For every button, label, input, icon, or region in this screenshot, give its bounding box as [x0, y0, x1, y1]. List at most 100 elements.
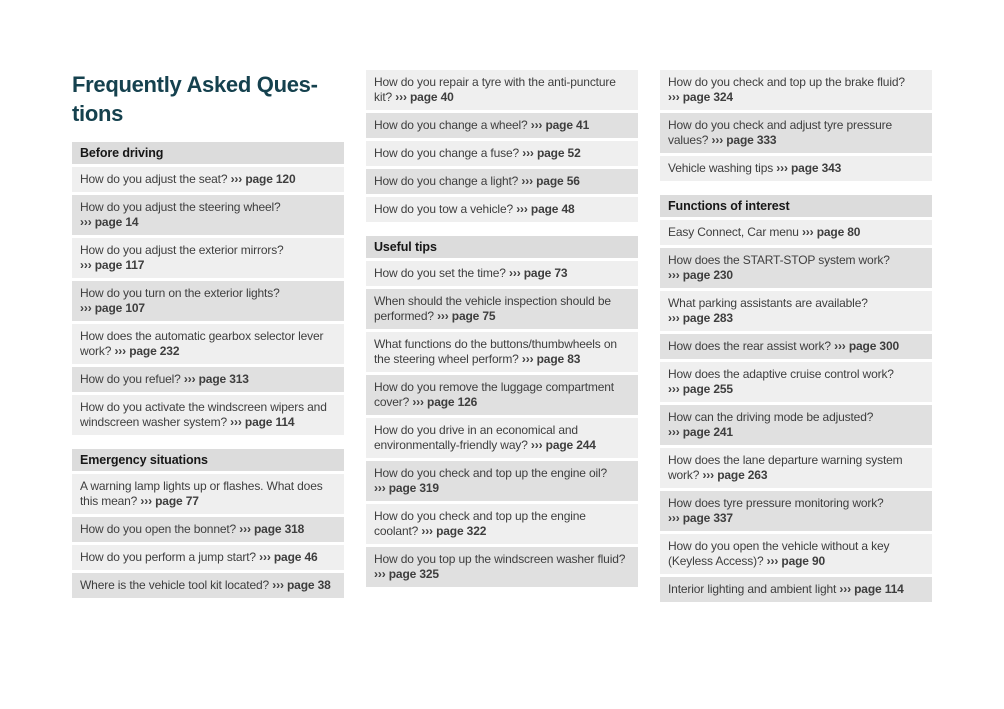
faq-item: How does the adaptive cruise control wor… [660, 362, 932, 402]
page-number: page 56 [536, 174, 580, 188]
faq-column-2: How do you repair a tyre with the anti-p… [366, 70, 638, 590]
page-reference: ››› page 333 [712, 133, 777, 147]
ref-arrow-marker: ››› [259, 550, 271, 564]
question-text: How do you adjust the seat? [80, 172, 228, 186]
page-reference: ››› page 343 [776, 161, 841, 175]
ref-arrow-marker: ››› [114, 344, 126, 358]
faq-item: How do you change a wheel? ››› page 41 [366, 113, 638, 138]
question-text: How does the adaptive cruise control wor… [668, 367, 894, 381]
question-text: How do you check and top up the brake fl… [668, 75, 905, 89]
ref-arrow-marker: ››› [668, 511, 680, 525]
question-text: How do you check and top up the engine o… [374, 466, 608, 480]
ref-arrow-marker: ››› [668, 268, 680, 282]
ref-arrow-marker: ››› [509, 266, 521, 280]
faq-item: How do you turn on the exterior lights? … [72, 281, 344, 321]
page-reference: ››› page 56 [521, 174, 580, 188]
ref-arrow-marker: ››› [521, 352, 534, 366]
page-reference: ››› page 324 [668, 90, 733, 104]
faq-item: How do you open the vehicle without a ke… [660, 534, 932, 574]
question-text: How do you turn on the exterior lights? [80, 286, 280, 300]
page-reference: ››› page 117 [80, 258, 144, 272]
faq-item: How can the driving mode be adjusted? ››… [660, 405, 932, 445]
ref-arrow-marker: ››› [516, 202, 528, 216]
ref-arrow-marker: ››› [437, 309, 449, 323]
ref-arrow-marker: ››› [834, 339, 846, 353]
page-number: page 14 [94, 215, 139, 229]
page-number: page 52 [536, 146, 581, 160]
faq-item: How do you change a fuse? ››› page 52 [366, 141, 638, 166]
page-number: page 313 [198, 372, 249, 386]
question-text: How do you open the vehicle without a ke… [668, 539, 890, 568]
faq-item: How do you drive in an economical and en… [366, 418, 638, 458]
ref-arrow-marker: ››› [272, 578, 284, 592]
question-text: How can the driving mode be adjusted? [668, 410, 874, 424]
faq-item: Where is the vehicle tool kit located? ›… [72, 573, 344, 598]
faq-item: How does the rear assist work? ››› page … [660, 334, 932, 359]
ref-arrow-marker: ››› [530, 438, 543, 452]
page-reference: ››› page 325 [374, 567, 439, 581]
page-reference: ››› page 83 [521, 352, 581, 366]
ref-arrow-marker: ››› [239, 522, 251, 536]
faq-item: When should the vehicle inspection shoul… [366, 289, 638, 329]
ref-arrow-marker: ››› [140, 494, 152, 508]
page-reference: ››› page 73 [509, 266, 568, 280]
question-text: How does the START-STOP system work? [668, 253, 890, 267]
page-title-line: tions [72, 101, 124, 126]
question-text: Interior lighting and ambient light [668, 582, 837, 596]
question-text: How do you refuel? [80, 372, 181, 386]
section-header: Useful tips [366, 236, 638, 258]
ref-arrow-marker: ››› [766, 554, 779, 568]
page-reference: ››› page 263 [702, 468, 767, 482]
faq-item: How do you repair a tyre with the anti-p… [366, 70, 638, 110]
page-reference: ››› page 107 [80, 301, 145, 315]
faq-column-3: How do you check and top up the brake fl… [660, 70, 932, 605]
page-number: page 73 [523, 266, 568, 280]
faq-item: How do you change a light? ››› page 56 [366, 169, 638, 194]
question-text: How does tyre pressure monitoring work? [668, 496, 884, 510]
manual-faq-page: Frequently Asked Ques- tions Before driv… [72, 70, 932, 605]
page-reference: ››› page 313 [184, 372, 249, 386]
ref-arrow-marker: ››› [668, 90, 680, 104]
page-reference: ››› page 241 [668, 425, 733, 439]
ref-arrow-marker: ››› [530, 118, 543, 132]
page-reference: ››› page 114 [839, 582, 903, 596]
page-number: page 83 [536, 352, 581, 366]
faq-item: How do you check and adjust tyre pressur… [660, 113, 932, 153]
page-number: page 48 [530, 202, 575, 216]
ref-arrow-marker: ››› [374, 481, 386, 495]
page-number: page 77 [155, 494, 199, 508]
page-reference: ››› page 318 [239, 522, 304, 536]
question-text: How do you change a wheel? [374, 118, 528, 132]
question-text: What parking assistants are available? [668, 296, 868, 310]
faq-item: How do you activate the windscreen wiper… [72, 395, 344, 435]
page-number: page 46 [273, 550, 318, 564]
section-header: Emergency situations [72, 449, 344, 471]
page-number: page 324 [682, 90, 733, 104]
question-text: How do you perform a jump start? [80, 550, 256, 564]
ref-arrow-marker: ››› [776, 161, 788, 175]
page-number: page 322 [436, 524, 487, 538]
ref-arrow-marker: ››› [412, 395, 424, 409]
faq-item: How do you open the bonnet? ››› page 318 [72, 517, 344, 542]
ref-arrow-marker: ››› [80, 301, 92, 315]
ref-arrow-marker: ››› [668, 311, 680, 325]
page-number: page 114 [244, 415, 295, 429]
page-reference: ››› page 337 [668, 511, 733, 525]
faq-item: Easy Connect, Car menu ››› page 80 [660, 220, 932, 245]
page-number: page 40 [410, 90, 454, 104]
page-reference: ››› page 80 [801, 225, 861, 239]
faq-item: A warning lamp lights up or flashes. Wha… [72, 474, 344, 514]
page-reference: ››› page 75 [437, 309, 496, 323]
faq-item: How do you check and top up the engine o… [366, 461, 638, 501]
page-number: page 126 [427, 395, 478, 409]
ref-arrow-marker: ››› [421, 524, 433, 538]
ref-arrow-marker: ››› [801, 225, 814, 239]
page-reference: ››› page 120 [231, 172, 296, 186]
page-number: page 80 [816, 225, 861, 239]
ref-arrow-marker: ››› [80, 258, 92, 272]
page-reference: ››› page 322 [421, 524, 486, 538]
page-number: page 107 [94, 301, 145, 315]
question-text: How do you tow a vehicle? [374, 202, 513, 216]
page-reference: ››› page 283 [668, 311, 733, 325]
ref-arrow-marker: ››› [522, 146, 534, 160]
